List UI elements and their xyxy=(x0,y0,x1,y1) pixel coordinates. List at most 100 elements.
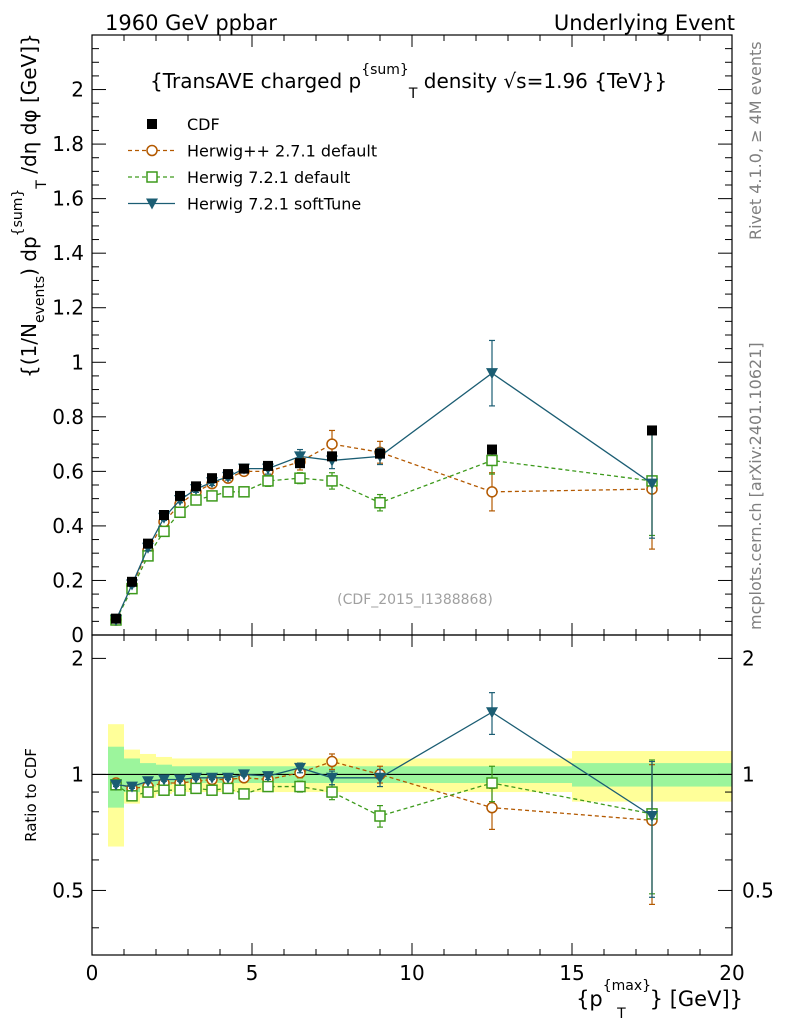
point-herwig_soft xyxy=(294,451,306,463)
y-tick-label: 0.6 xyxy=(52,459,84,483)
point-herwig_default xyxy=(294,780,306,793)
point-herwig_default xyxy=(374,810,386,822)
point-cdf xyxy=(487,444,497,455)
point-herwig_default xyxy=(174,506,186,519)
ratio-panel: 0 5 10 15 20 0.5 0.5 1 1 2 2 xyxy=(52,634,774,985)
point-cdf xyxy=(127,576,137,587)
ylabel-c: ) dp xyxy=(17,236,41,276)
point-herwig_default xyxy=(238,788,250,800)
point-herwig_default xyxy=(206,784,218,796)
series-line-herwigpp xyxy=(115,443,653,621)
point-cdf xyxy=(207,473,217,484)
ratio-y-tick-label-right: 2 xyxy=(742,646,755,670)
point-herwig_soft xyxy=(190,772,202,784)
xlabel-c: T xyxy=(616,1006,626,1022)
point-herwig_default xyxy=(206,490,218,502)
main-ylabel: {(1/Nevents) dp{sum} T /dη dφ [GeV]} xyxy=(10,33,50,378)
point-herwig_default xyxy=(326,786,338,798)
title-sup: {sum} xyxy=(361,62,409,78)
point-cdf xyxy=(375,448,385,459)
title-sub: T xyxy=(408,86,418,102)
y-tick-label: 0 xyxy=(71,623,84,647)
point-herwig_soft xyxy=(142,776,154,788)
legend-label-herwigpp: Herwig++ 2.7.1 default xyxy=(187,142,377,161)
point-herwig_soft xyxy=(326,772,338,784)
title-post: density √s=1.96 {TeV}} xyxy=(417,69,667,93)
point-herwig_default xyxy=(326,475,338,487)
point-herwig_soft xyxy=(262,771,274,783)
series-herwig_default xyxy=(110,759,658,895)
y-tick-label: 0.8 xyxy=(52,405,84,429)
point-herwig_default xyxy=(486,454,498,467)
ratio-y-tick-label-right: 1 xyxy=(742,762,755,786)
title-pre: {TransAVE charged p xyxy=(150,69,361,93)
x-tick-label: 0 xyxy=(86,961,99,985)
y-tick-label: 1.8 xyxy=(52,132,84,156)
xlabel-a: {p xyxy=(576,987,603,1011)
point-herwig_default xyxy=(374,496,386,509)
point-cdf xyxy=(143,538,153,549)
point-herwig_soft xyxy=(158,774,170,786)
rivet-label: Rivet 4.1.0, ≥ 4M events xyxy=(746,41,765,240)
point-herwig_default xyxy=(190,494,202,506)
point-herwig_soft xyxy=(126,781,138,793)
point-herwig_default xyxy=(294,472,306,484)
y-tick-label: 1 xyxy=(71,350,84,374)
ylabel-b: events xyxy=(32,276,48,323)
main-panel: 0 0.2 0.4 0.6 0.8 1 1.2 1.4 1.6 1.8 2 xyxy=(52,34,733,647)
legend-label-herwig_default: Herwig 7.2.1 default xyxy=(187,168,350,187)
header-left: 1960 GeV ppbar xyxy=(105,11,277,35)
legend-marker-herwig_default xyxy=(146,171,158,183)
analysis-watermark: (CDF_2015_I1388868) xyxy=(337,592,493,608)
x-axis-title: {p{max} T } [GeV]} xyxy=(576,978,743,1022)
mcplots-label: mcplots.cern.ch [arXiv:2401.10621] xyxy=(746,342,765,630)
point-cdf xyxy=(175,490,185,501)
ratio-y-tick-label: 0.5 xyxy=(52,878,84,902)
point-herwig_soft xyxy=(486,707,498,719)
ylabel-a: {(1/N xyxy=(17,323,41,378)
point-herwigpp xyxy=(486,486,498,498)
point-herwig_default xyxy=(222,782,234,795)
point-herwigpp xyxy=(486,801,498,814)
point-herwig_default xyxy=(486,777,498,789)
point-herwig_soft xyxy=(486,368,498,380)
y-tick-label: 1.2 xyxy=(52,296,84,320)
point-herwig_soft xyxy=(110,779,122,791)
xlabel-d: } [GeV]} xyxy=(650,987,743,1011)
y-tick-label: 2 xyxy=(71,78,84,102)
point-cdf xyxy=(223,469,233,480)
band-inner xyxy=(108,746,124,808)
y-tick-label: 1.4 xyxy=(52,241,84,265)
legend: CDF Herwig++ 2.7.1 default Herwig 7.2.1 de… xyxy=(128,115,377,214)
ylabel-d: {sum} xyxy=(10,189,26,237)
chart-title: {TransAVE charged p{sum} T density √s=1.9… xyxy=(150,62,667,102)
legend-label-cdf: CDF xyxy=(187,115,220,134)
point-herwig_soft xyxy=(174,774,186,786)
ratio-y-tick-label: 2 xyxy=(71,646,84,670)
point-herwigpp xyxy=(326,755,338,768)
y-tick-label: 0.2 xyxy=(52,568,84,592)
point-cdf xyxy=(263,460,273,471)
point-cdf xyxy=(111,613,121,624)
point-herwig_soft xyxy=(646,478,658,490)
x-tick-label: 10 xyxy=(399,961,424,985)
point-herwig_default xyxy=(262,475,274,487)
point-cdf xyxy=(327,451,337,462)
x-tick-label: 20 xyxy=(719,961,744,985)
point-herwig_soft xyxy=(374,772,386,784)
point-herwig_default xyxy=(158,525,170,538)
point-herwig_default xyxy=(262,780,274,793)
point-herwig_default xyxy=(158,784,170,796)
point-herwig_soft xyxy=(238,769,250,781)
legend-marker-herwig_soft xyxy=(146,198,158,210)
xlabel-b: {max} xyxy=(603,978,651,994)
ratio-y-tick-label: 1 xyxy=(71,762,84,786)
point-herwig_soft xyxy=(206,772,218,784)
x-tick-label: 5 xyxy=(246,961,259,985)
point-herwigpp xyxy=(326,438,338,450)
header-right: Underlying Event xyxy=(554,11,735,35)
series-cdf xyxy=(111,425,657,624)
point-cdf xyxy=(191,481,201,492)
point-herwig_default xyxy=(142,786,154,798)
point-cdf xyxy=(647,425,657,436)
